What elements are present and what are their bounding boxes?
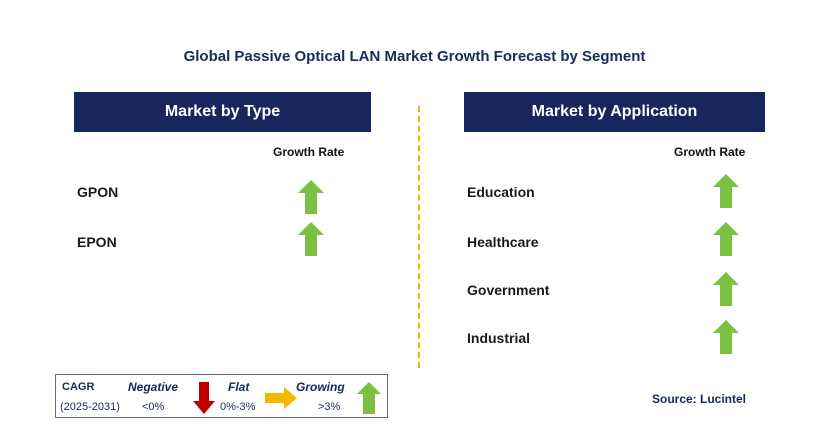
legend-cagr-label: CAGR [62, 381, 95, 393]
application-label-education: Education [467, 184, 535, 200]
market-by-type-header: Market by Type [74, 92, 371, 132]
legend-growing-value: >3% [318, 401, 341, 413]
growth-up-arrow-icon [713, 272, 739, 306]
growth-up-arrow-icon [298, 180, 324, 214]
growth-up-arrow-icon [298, 222, 324, 256]
type-label-gpon: GPON [77, 184, 119, 200]
legend-period: (2025-2031) [60, 401, 120, 413]
legend-growing-label: Growing [296, 380, 345, 394]
legend-flat-label: Flat [228, 380, 250, 394]
application-label-government: Government [467, 282, 550, 298]
growth-up-arrow-icon [713, 320, 739, 354]
market-by-application-header-label: Market by Application [531, 103, 698, 120]
application-label-healthcare: Healthcare [467, 234, 539, 250]
growth-up-arrow-icon [713, 174, 739, 208]
legend-flat-value: 0%-3% [220, 401, 256, 413]
cagr-legend: CAGR (2025-2031) Negative <0% Flat 0%-3%… [55, 374, 388, 418]
panel-divider [418, 106, 420, 368]
right-growth-rate-header: Growth Rate [674, 145, 746, 159]
market-by-type-header-label: Market by Type [164, 103, 281, 120]
legend-negative-label: Negative [128, 380, 179, 394]
type-label-epon: EPON [77, 234, 117, 250]
flat-right-arrow-icon [265, 387, 297, 409]
market-by-application-header: Market by Application [464, 92, 765, 132]
application-label-industrial: Industrial [467, 330, 531, 346]
left-growth-rate-header: Growth Rate [273, 145, 345, 159]
page-title: Global Passive Optical LAN Market Growth… [183, 48, 646, 65]
growth-up-arrow-icon [713, 222, 739, 256]
negative-down-arrow-icon [193, 382, 215, 414]
growing-up-arrow-icon [357, 382, 381, 414]
source-attribution: Source: Lucintel [652, 392, 747, 406]
legend-negative-value: <0% [142, 401, 165, 413]
